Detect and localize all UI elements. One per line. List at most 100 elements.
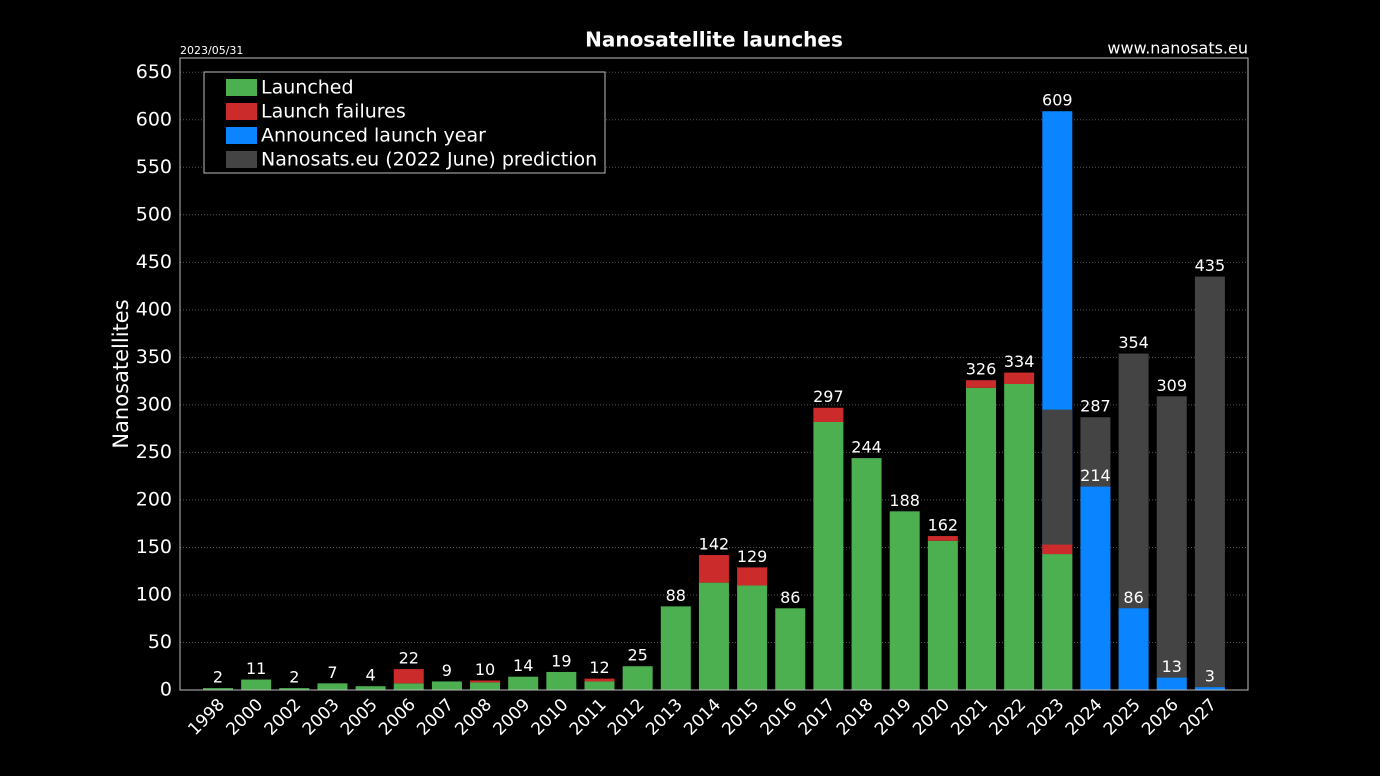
bar-segment: [698, 582, 729, 690]
bar-segment: [470, 682, 501, 690]
y-tick-label: 100: [136, 583, 172, 605]
bar-segment: [317, 683, 348, 690]
y-tick-label: 250: [136, 441, 172, 463]
bar: [1194, 687, 1225, 690]
value-label: 13: [1162, 657, 1182, 676]
bar-segment: [279, 688, 310, 690]
total-label: 22: [399, 649, 419, 668]
bar-segment: [546, 671, 577, 690]
legend-label: Nanosats.eu (2022 June) prediction: [261, 149, 597, 171]
legend-label: Announced launch year: [261, 125, 486, 147]
chart-title: Nanosatellite launches: [585, 28, 843, 52]
value-label: 287: [1080, 397, 1111, 416]
bar: [1156, 677, 1187, 690]
y-tick-label: 50: [148, 631, 172, 653]
bar: [1156, 396, 1187, 690]
y-tick-label: 150: [136, 536, 172, 558]
total-label: 10: [475, 660, 495, 679]
bar-segment: [584, 678, 615, 682]
total-label: 4: [366, 666, 376, 685]
legend-swatch: [226, 151, 257, 168]
y-tick-label: 0: [160, 679, 172, 701]
bar-segment: [660, 606, 691, 690]
total-label: 188: [889, 491, 920, 510]
bar-segment: [470, 680, 501, 683]
bar-segment: [927, 540, 958, 690]
bar-segment: [966, 387, 996, 690]
bar-segment: [584, 681, 615, 690]
bar-segment: [1004, 372, 1035, 384]
total-label: 19: [551, 651, 571, 670]
total-label: 14: [513, 656, 533, 675]
total-label: 2: [289, 668, 299, 687]
total-label: 334: [1004, 352, 1035, 371]
total-label: 2: [213, 668, 223, 687]
total-label: 244: [851, 438, 882, 457]
date: 2023/05/31: [180, 44, 243, 57]
bar-segment: [622, 666, 653, 690]
y-tick-label: 350: [136, 346, 172, 368]
bar-segment: [698, 555, 729, 583]
bar-segment: [737, 567, 768, 586]
y-tick-label: 200: [136, 488, 172, 510]
bar-segment: [508, 676, 539, 690]
y-tick-label: 650: [136, 61, 172, 83]
value-label: 309: [1156, 376, 1187, 395]
legend-swatch: [226, 127, 257, 144]
total-label: 9: [442, 661, 452, 680]
total-label: 326: [966, 360, 997, 379]
value-label: 3: [1205, 667, 1215, 686]
total-label: 297: [813, 387, 844, 406]
y-tick-label: 600: [136, 108, 172, 130]
legend-swatch: [226, 103, 257, 120]
bar-segment: [355, 686, 386, 690]
bar-segment: [813, 407, 844, 422]
value-label: 435: [1195, 256, 1226, 275]
y-tick-label: 450: [136, 251, 172, 273]
y-axis-label: Nanosatellites: [109, 299, 133, 448]
source: www.nanosats.eu: [1107, 39, 1248, 58]
total-label: 162: [928, 516, 959, 535]
legend-label: Launch failures: [261, 101, 406, 123]
bar-segment: [393, 683, 424, 690]
total-label: 12: [589, 658, 609, 677]
bar-segment: [393, 669, 424, 684]
total-label: 88: [666, 586, 686, 605]
value-label: 295: [1042, 389, 1073, 408]
bar-segment: [1004, 383, 1035, 690]
value-label: 354: [1118, 333, 1149, 352]
total-label: 7: [327, 663, 337, 682]
bar-segment: [1042, 544, 1073, 555]
bar: [1080, 486, 1111, 690]
y-tick-label: 400: [136, 298, 172, 320]
bar-segment: [775, 608, 806, 690]
legend-swatch: [226, 79, 257, 96]
total-label: 11: [246, 659, 266, 678]
bar-segment: [241, 679, 272, 690]
bar-segment: [966, 380, 996, 388]
bar-segment: [927, 536, 958, 541]
bar: [1194, 276, 1225, 690]
bar: [1118, 608, 1149, 690]
total-label: 25: [627, 646, 647, 665]
bar-segment: [813, 421, 844, 690]
bar-segment: [737, 585, 768, 690]
value-label: 214: [1080, 466, 1111, 485]
bar-segment: [889, 511, 920, 690]
value-label: 86: [1123, 588, 1143, 607]
bar-segment: [431, 681, 462, 690]
total-label: 86: [780, 588, 800, 607]
legend-box: [203, 71, 606, 174]
total-label: 129: [737, 547, 768, 566]
total-label: 142: [699, 535, 730, 554]
y-tick-label: 550: [136, 156, 172, 178]
bar-segment: [1042, 554, 1073, 690]
legend-label: Launched: [261, 77, 354, 99]
value-label: 609: [1042, 91, 1073, 110]
bar-segment: [203, 688, 233, 690]
bar-segment: [851, 458, 882, 690]
y-tick-label: 500: [136, 203, 172, 225]
y-tick-label: 300: [136, 393, 172, 415]
